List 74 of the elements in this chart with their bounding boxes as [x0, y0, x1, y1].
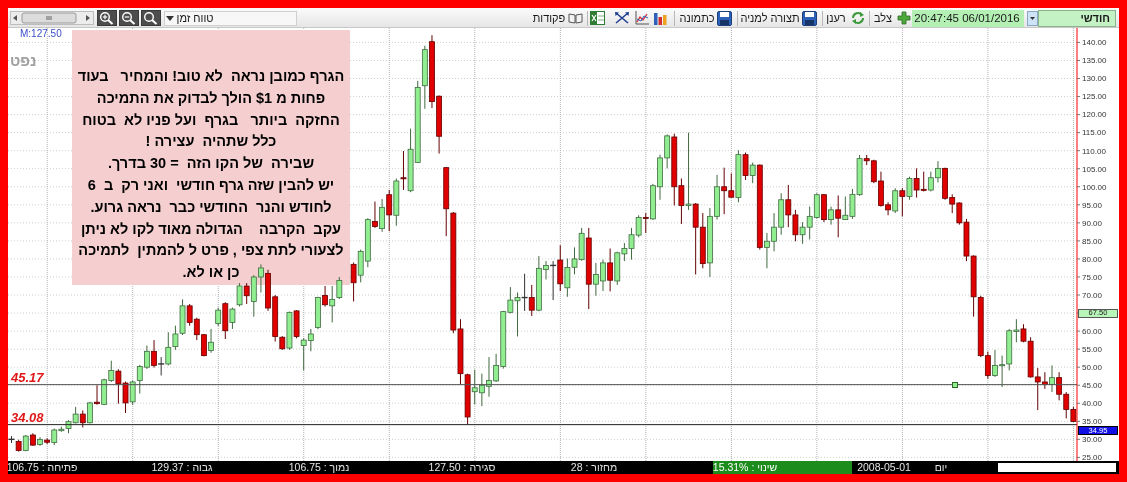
- candlestick: [94, 384, 100, 406]
- candlestick: [607, 247, 614, 292]
- y-tick-label: 120.00: [1082, 110, 1108, 120]
- y-tick-label: 50.00: [1082, 363, 1103, 373]
- candlestick: [749, 162, 756, 184]
- y-tick-label: 70.00: [1082, 290, 1103, 300]
- text: רענן: [826, 11, 846, 26]
- annotation: M:127.50: [20, 28, 62, 39]
- y-tick-label: 25.00: [1082, 453, 1103, 463]
- candlestick: [236, 282, 243, 308]
- text: תצורה למניה: [740, 11, 800, 26]
- y-tick-label: 55.00: [1082, 344, 1103, 354]
- y-tick-label: 80.00: [1082, 254, 1103, 264]
- candlestick: [892, 187, 899, 214]
- text: הגרף כמובן נראה לא טוב! והמחיר בעוד פחות מ $1 הולך לבדוק את התמיכה החזקה ביותר בגרף ועל פניו לא בטוח כלל שתהיה עצירה ! שבירה של הקו הזה = 30 בדרך. יש להבין שזה גרף חודשי ואני רק ב 6 לחודש והנר החודשי כבר נראה גרוע. עקב הקרבה הגדולה מאוד לקו לא ניתן לצעורי לתת צפי , פרט ל להמתין לתמיכה כן או לא.: [77, 68, 345, 281]
- candlestick: [157, 356, 165, 376]
- candlestick: [215, 307, 222, 327]
- candlestick: [685, 132, 692, 211]
- candlestick: [828, 206, 834, 226]
- candlestick: [557, 244, 564, 292]
- candlestick: [400, 150, 407, 191]
- annotation: מחזור : 28: [570, 461, 618, 474]
- annotation: פתיחה : 106.75: [6, 461, 78, 474]
- text: צלב: [873, 11, 893, 26]
- candlestick: [243, 282, 250, 305]
- candlestick: [372, 201, 378, 229]
- text: 20:47:45 06/01/2016: [914, 11, 1020, 26]
- text: כתמונה: [679, 11, 715, 26]
- annotation: שינוי : 15.31%: [712, 461, 778, 474]
- y-tick-label: 85.00: [1082, 236, 1103, 246]
- y-tick-label: 95.00: [1082, 200, 1103, 210]
- annotation: 2008-05-01: [857, 461, 911, 474]
- candlestick: [336, 276, 343, 300]
- annotation: סגירה : 127.50: [428, 461, 496, 474]
- annotation: נמוך : 106.75: [288, 461, 350, 474]
- candlestick: [208, 328, 214, 354]
- text: טווח זמן: [176, 11, 214, 26]
- candlestick: [151, 339, 157, 369]
- annotation: גבוה : 129.37: [151, 461, 213, 474]
- y-tick-label: 110.00: [1082, 146, 1107, 156]
- y-tick-label: 135.00: [1082, 56, 1108, 66]
- candlestick: [129, 380, 136, 406]
- y-tick-label: 90.00: [1082, 218, 1103, 228]
- candlestick: [322, 285, 328, 308]
- y-tick-label: 40.00: [1082, 399, 1103, 409]
- y-tick-label: 130.00: [1082, 74, 1108, 84]
- candlestick: [642, 212, 649, 234]
- y-tick-label: 100.00: [1082, 182, 1108, 192]
- y-tick-label: 140.00: [1082, 38, 1108, 48]
- candlestick: [386, 189, 393, 232]
- y-tick-label: 75.00: [1082, 272, 1103, 282]
- ref-line-label: 34.08: [11, 409, 45, 425]
- y-tick-label: 105.00: [1082, 164, 1108, 174]
- candlestick: [906, 176, 913, 201]
- candlestick: [742, 151, 749, 181]
- candlestick: [329, 285, 336, 323]
- candlestick: [350, 262, 357, 303]
- candlestick: [835, 194, 842, 238]
- text: פקודות: [532, 11, 566, 26]
- candlestick: [528, 284, 535, 317]
- ref-line-label: 45.17: [10, 369, 45, 385]
- y-tick-label: 30.00: [1082, 435, 1103, 445]
- annotation: יום: [934, 461, 948, 474]
- y-tick-label: 45.00: [1082, 381, 1103, 391]
- candlestick: [165, 331, 172, 366]
- y-tick-label: 125.00: [1082, 92, 1108, 102]
- candlestick: [899, 187, 906, 217]
- candlestick: [379, 198, 385, 233]
- text: נפט: [10, 52, 37, 69]
- candlestick: [1049, 364, 1055, 393]
- y-tick-label: 35.00: [1082, 417, 1103, 427]
- y-tick-label: 115.00: [1082, 128, 1107, 138]
- text: חודשי: [1080, 11, 1110, 26]
- y-tick-label: 60.00: [1082, 326, 1103, 336]
